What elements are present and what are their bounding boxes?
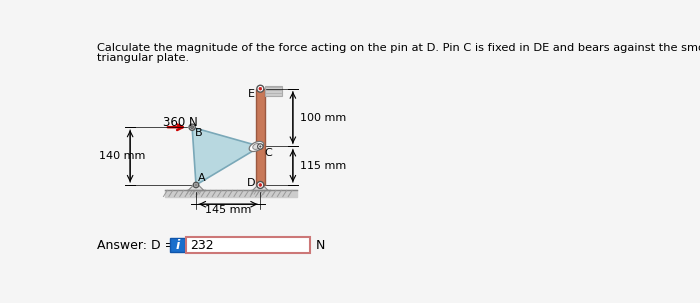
Circle shape — [189, 124, 195, 130]
Text: N: N — [315, 238, 325, 251]
FancyBboxPatch shape — [186, 237, 310, 253]
Circle shape — [259, 145, 262, 148]
Text: D: D — [247, 178, 256, 188]
Circle shape — [195, 184, 197, 186]
FancyBboxPatch shape — [170, 238, 185, 252]
Bar — [256, 89, 265, 185]
Text: triangular plate.: triangular plate. — [97, 53, 189, 63]
Text: 232: 232 — [190, 238, 214, 251]
Circle shape — [258, 144, 263, 149]
Bar — [265, 86, 282, 96]
Text: A: A — [198, 173, 206, 183]
Ellipse shape — [253, 144, 260, 149]
Text: C: C — [264, 148, 272, 158]
Circle shape — [193, 182, 199, 188]
Text: 115 mm: 115 mm — [300, 161, 346, 171]
Circle shape — [190, 126, 193, 128]
Polygon shape — [188, 183, 204, 190]
Circle shape — [257, 85, 264, 92]
Circle shape — [259, 184, 262, 186]
Text: i: i — [175, 238, 179, 251]
Text: Calculate the magnitude of the force acting on the pin at D. Pin C is fixed in D: Calculate the magnitude of the force act… — [97, 42, 700, 52]
Polygon shape — [192, 127, 260, 185]
Text: 145 mm: 145 mm — [205, 205, 251, 215]
Circle shape — [259, 87, 262, 90]
Circle shape — [257, 181, 264, 188]
Text: 100 mm: 100 mm — [300, 113, 346, 123]
Text: Answer: D =: Answer: D = — [97, 238, 175, 251]
Polygon shape — [253, 183, 268, 190]
Text: 140 mm: 140 mm — [99, 151, 146, 161]
Text: B: B — [195, 128, 203, 138]
Ellipse shape — [249, 142, 264, 152]
Text: E: E — [248, 89, 255, 99]
Text: 360 N: 360 N — [163, 116, 198, 129]
